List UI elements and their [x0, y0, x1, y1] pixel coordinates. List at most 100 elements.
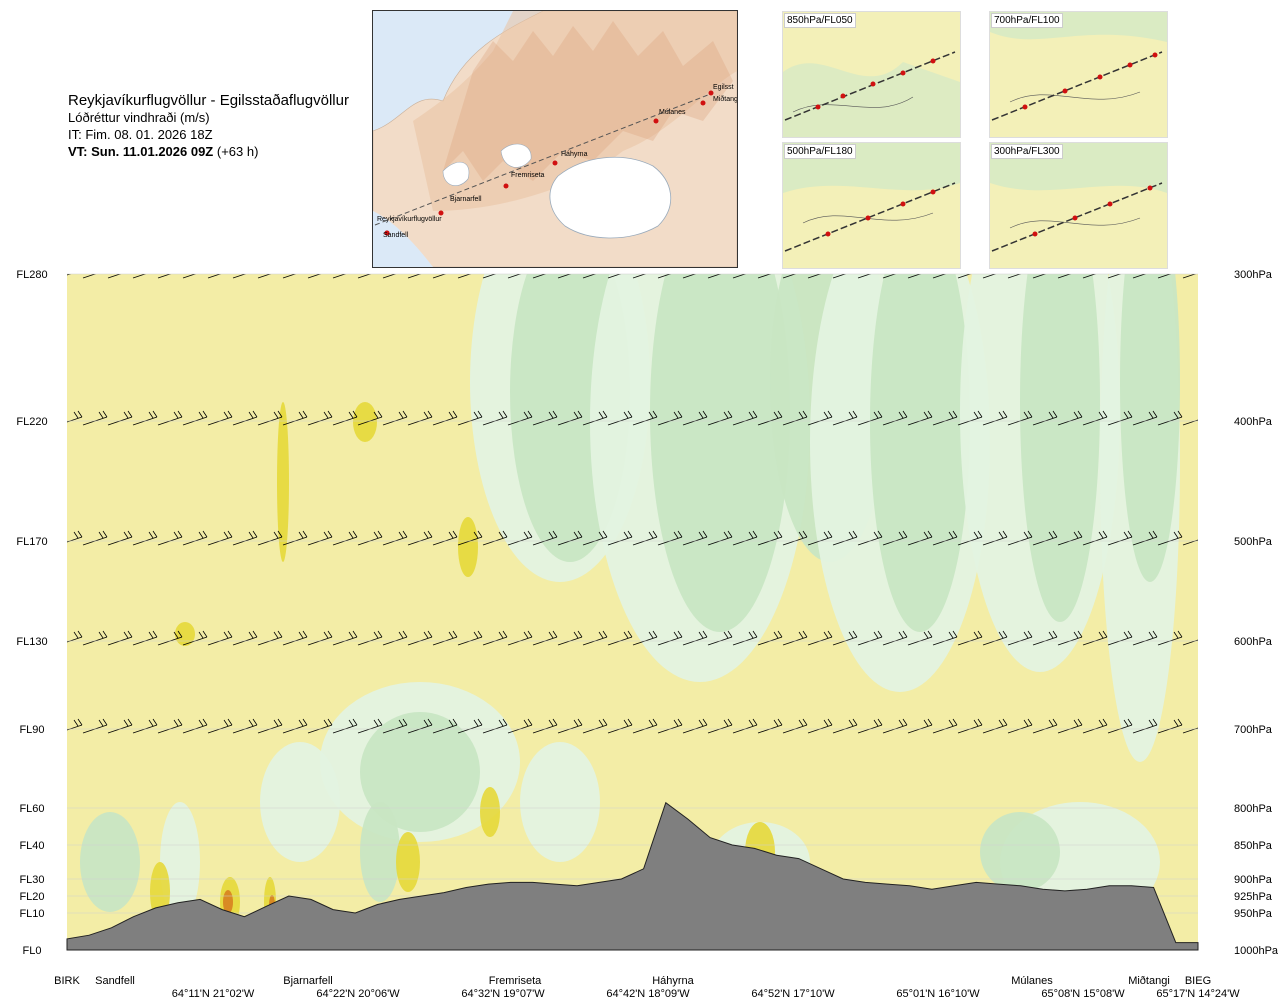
coord-label: 64°22'N 20°06'W: [316, 988, 400, 1000]
wind-barb: [307, 274, 322, 279]
wind-contour: [870, 274, 970, 632]
wind-barb: [532, 274, 547, 279]
wind-contour: [1120, 274, 1180, 582]
coord-label: 64°52'N 17°10'W: [751, 988, 835, 1000]
wind-contour: [980, 812, 1060, 892]
wind-barb: [407, 274, 422, 279]
wind-barb: [382, 274, 397, 279]
wind-barb: [332, 274, 347, 279]
wind-barb: [132, 274, 147, 279]
wind-barb: [282, 274, 297, 279]
fl-label: FL60: [19, 803, 44, 815]
wind-barb: [757, 274, 772, 279]
coord-label: 65°17'N 14°24'W: [1156, 988, 1240, 1000]
wind-barb: [232, 274, 247, 279]
panel-label: 700hPa/FL100: [991, 13, 1063, 28]
hpa-label: 925hPa: [1234, 891, 1273, 903]
wind-barb: [357, 274, 372, 279]
product-title: Lóðréttur vindhraði (m/s): [68, 110, 210, 125]
hpa-label: 700hPa: [1234, 724, 1273, 736]
wind-barb: [157, 274, 172, 279]
station-label: Bjarnarfell: [283, 975, 333, 987]
wind-barb: [257, 274, 272, 279]
station-label: Háhyrna: [652, 975, 694, 987]
station-label: BIEG: [1185, 975, 1211, 987]
hpa-label: 300hPa: [1234, 269, 1273, 281]
wind-barb: [682, 274, 697, 279]
fl-label: FL10: [19, 908, 44, 920]
fl-label: FL130: [16, 636, 47, 648]
chart-header: Reykjavíkurflugvöllur - Egilsstaðaflugvö…: [68, 92, 349, 160]
fl-label: FL40: [19, 840, 44, 852]
fl-label: FL220: [16, 416, 47, 428]
glacier-shape: [549, 156, 672, 239]
panel-label: 300hPa/FL300: [991, 144, 1063, 159]
fl-label: FL30: [19, 874, 44, 886]
coord-label: 64°11'N 21°02'W: [172, 988, 255, 1000]
svg-text:Egilsst: Egilsst: [713, 84, 734, 91]
wind-barb: [507, 274, 522, 279]
wind-barb: [957, 274, 972, 279]
panel-label: 500hPa/FL180: [784, 144, 856, 159]
wind-barb: [932, 274, 947, 279]
panel-label: 850hPa/FL050: [784, 13, 856, 28]
station-label: Sandfell: [95, 975, 135, 987]
wind-barb: [1032, 274, 1047, 279]
coord-label: 64°42'N 18°09'W: [606, 988, 690, 1000]
cross-section-chart: FL280 300hPa FL220 400hPa FL170 500hPa FL130 60…: [16, 269, 1279, 1000]
fl-label: FL280: [16, 269, 47, 281]
updraft-contour: [396, 832, 420, 892]
hpa-label: 850hPa: [1234, 840, 1273, 852]
wind-barb: [782, 274, 797, 279]
vertical-wind-field: [67, 274, 1198, 950]
wind-barb: [832, 274, 847, 279]
wind-contour: [1020, 274, 1100, 622]
wind-barb: [207, 274, 222, 279]
wind-barb: [482, 274, 497, 279]
wind-barb: [982, 274, 997, 279]
hpa-label: 500hPa: [1234, 536, 1273, 548]
wind-barb: [1182, 274, 1197, 279]
wind-barb: [457, 274, 472, 279]
svg-text:Bjarnarfell: Bjarnarfell: [450, 196, 482, 203]
updraft-contour: [175, 622, 195, 646]
hpa-label: 900hPa: [1234, 874, 1273, 886]
svg-text:Miðtangi: Miðtangi: [713, 95, 737, 103]
wind-barb: [732, 274, 747, 279]
svg-text:Múlanes: Múlanes: [659, 109, 686, 116]
wind-barb: [82, 274, 97, 279]
fl-label: FL90: [19, 724, 44, 736]
fl-label: FL170: [16, 536, 47, 548]
issue-time: IT: Fim. 08. 01. 2026 18Z: [68, 127, 213, 142]
panel-850hpa: 850hPa/FL050: [782, 11, 961, 138]
svg-text:Fremriseta: Fremriseta: [511, 172, 545, 179]
wind-barb: [607, 274, 622, 279]
wind-barb: [1082, 274, 1097, 279]
panel-300hpa: 300hPa/FL300: [989, 142, 1168, 269]
wind-barb: [857, 274, 872, 279]
station-label: Fremriseta: [489, 975, 542, 987]
station-label: BIRK: [54, 975, 80, 987]
wind-barb: [432, 274, 447, 279]
wind-contour: [80, 812, 140, 912]
wind-barb: [107, 274, 122, 279]
wind-barb: [657, 274, 672, 279]
wind-barb: [907, 274, 922, 279]
route-map-svg: Reykjavíkurflugvöllur Sandfell Bjarnarfe…: [373, 11, 737, 267]
coord-label: 64°32'N 19°07'W: [461, 988, 545, 1000]
svg-text:Reykjavíkurflugvöllur: Reykjavíkurflugvöllur: [377, 216, 442, 223]
hpa-label: 1000hPa: [1234, 945, 1279, 957]
panel-500hpa: 500hPa/FL180: [782, 142, 961, 269]
wind-barb: [182, 274, 197, 279]
terrain-profile: [66, 801, 1199, 951]
svg-text:Sandfell: Sandfell: [383, 232, 409, 239]
wind-contour: [360, 802, 400, 902]
panel-700hpa: 700hPa/FL100: [989, 11, 1168, 138]
wind-barb: [1132, 274, 1147, 279]
updraft-contour: [353, 402, 377, 442]
wind-contour: [650, 274, 790, 632]
route-title: Reykjavíkurflugvöllur - Egilsstaðaflugvö…: [68, 92, 349, 109]
wind-barb: [557, 274, 572, 279]
wind-contour: [360, 712, 480, 832]
wind-contour: [260, 742, 340, 862]
